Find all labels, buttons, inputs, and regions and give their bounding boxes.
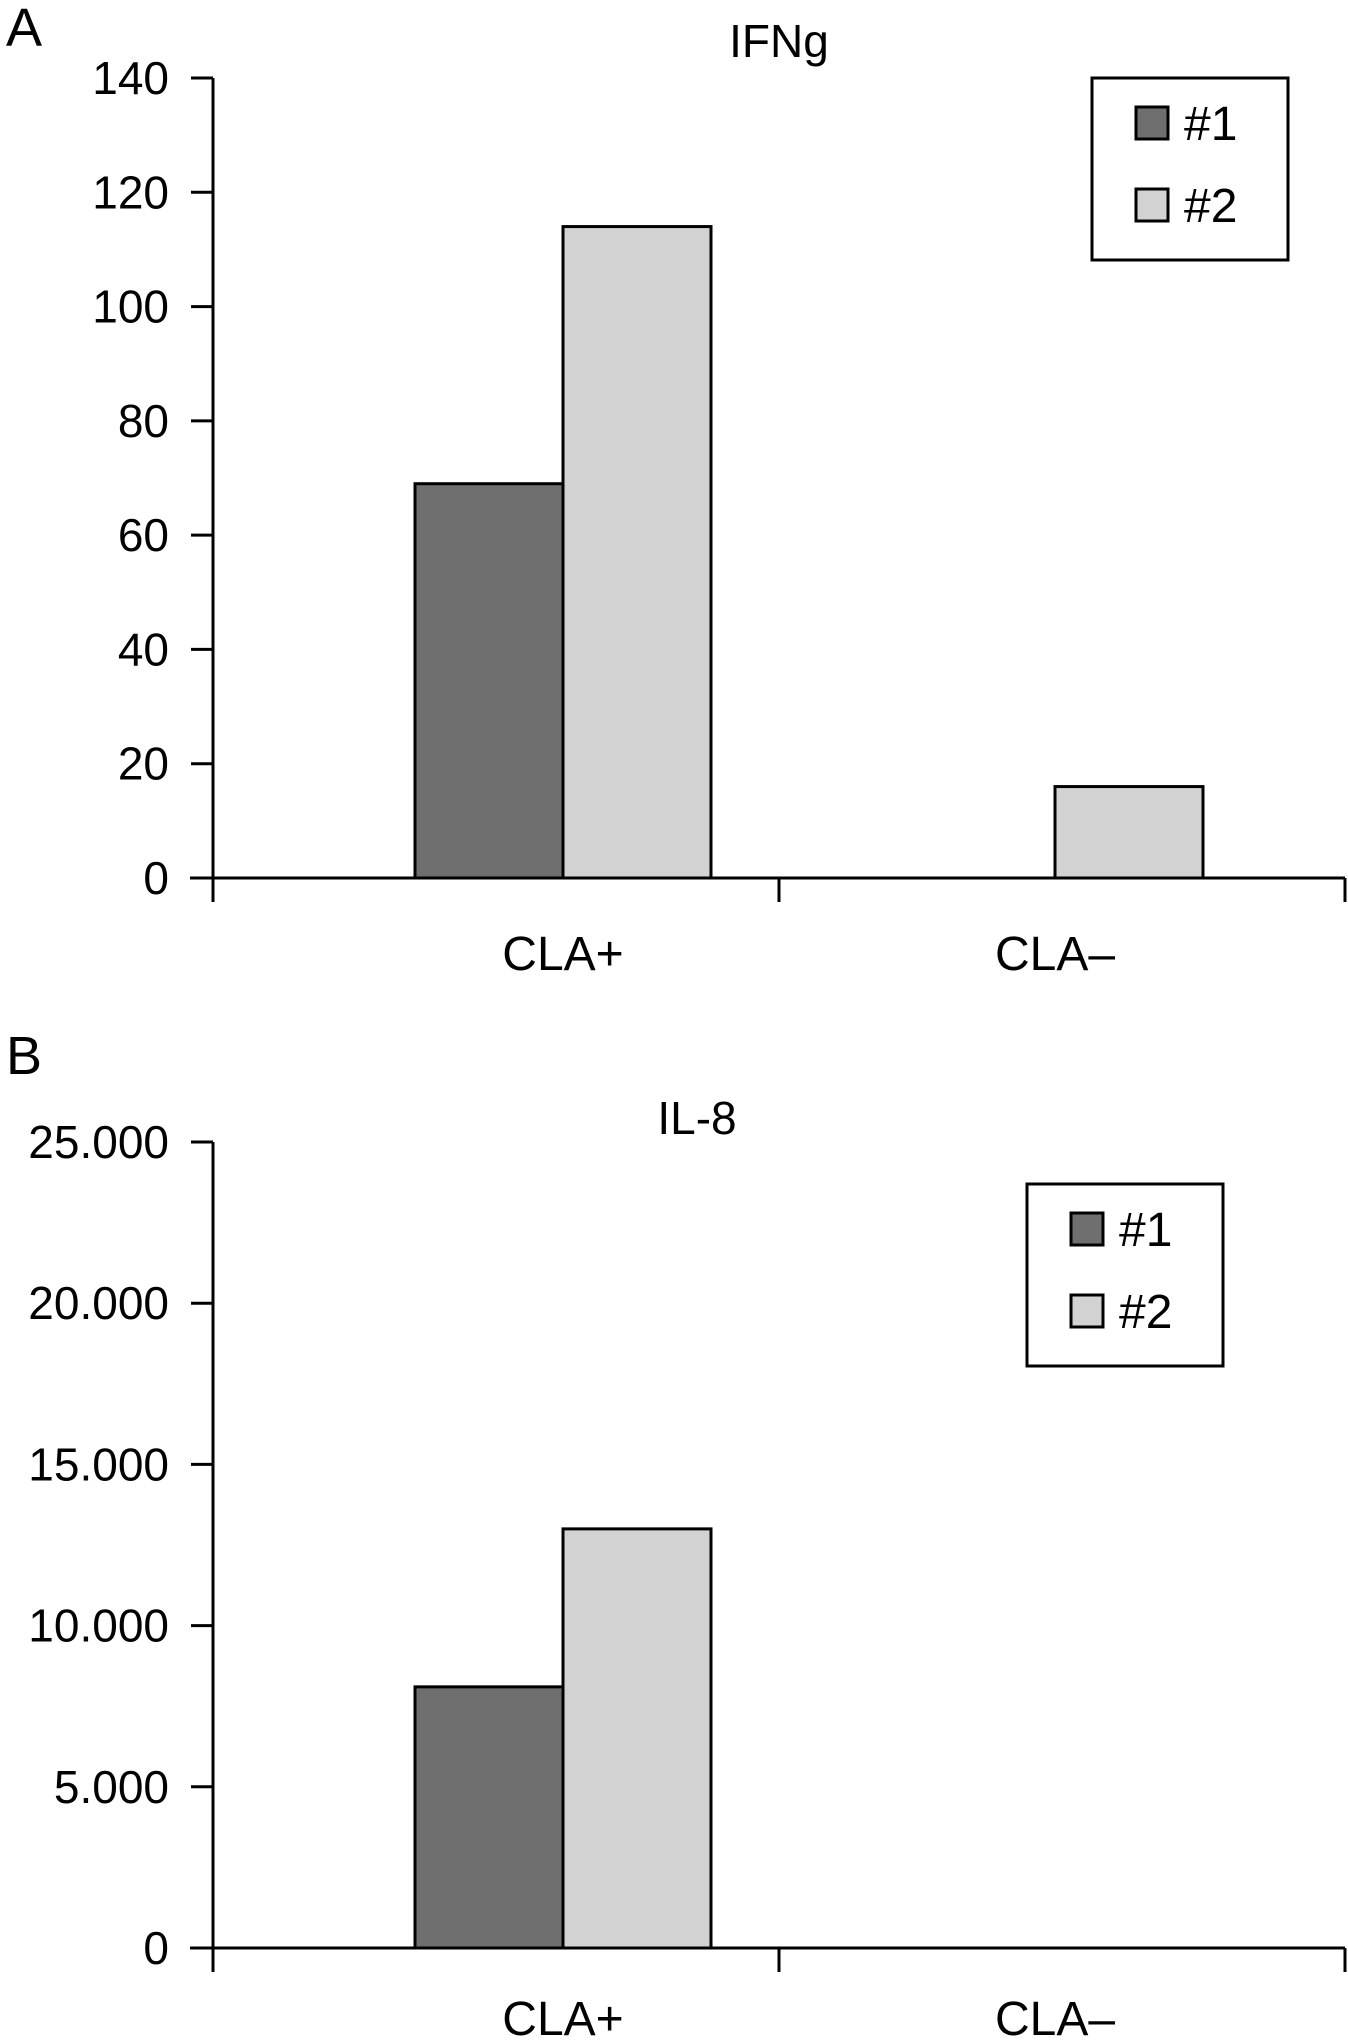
legend-b: #1 #2: [1025, 1182, 1225, 1368]
chart-title-a: IFNg: [729, 15, 829, 67]
bar-b-cla-plus-series-2: [561, 1527, 713, 1950]
y-axis-ticks-a: 0 20 40 60 80 100 120 140: [92, 52, 213, 904]
bars-a: [413, 225, 1205, 880]
bar-a-cla-plus-series-1: [413, 482, 565, 880]
chart-title-b: IL-8: [657, 1092, 736, 1144]
y-tick-label-a-7: 140: [92, 52, 169, 104]
bars-b: [413, 1527, 713, 1950]
panel-a: A IFNg 0 20 40 60 80 100 120 140 CLA+ CLA– #1 #…: [6, 0, 1347, 981]
y-axis-ticks-b: 0 5.000 10.000 15.000 20.000 25.000: [28, 1116, 213, 1974]
y-tick-label-a-3: 60: [118, 509, 169, 561]
bar-a-cla-minus-series-2: [1053, 785, 1205, 880]
legend-swatch-b-1: [1069, 1211, 1105, 1247]
legend-label-a-2: #2: [1184, 180, 1237, 233]
y-tick-label-b-4: 20.000: [28, 1277, 169, 1329]
legend-a: #1 #2: [1090, 76, 1290, 262]
legend-label-b-2: #2: [1119, 1286, 1172, 1339]
legend-swatch-a-2: [1134, 187, 1170, 223]
legend-box-b: [1025, 1182, 1225, 1368]
panel-letter-b: B: [6, 1026, 42, 1086]
legend-label-a-1: #1: [1184, 98, 1237, 151]
y-tick-label-a-5: 100: [92, 281, 169, 333]
category-label-a-cla-minus: CLA–: [995, 928, 1115, 981]
y-tick-label-a-0: 0: [143, 852, 169, 904]
category-label-b-cla-minus: CLA–: [995, 1993, 1115, 2041]
y-tick-label-a-4: 80: [118, 395, 169, 447]
y-tick-label-b-0: 0: [143, 1922, 169, 1974]
y-tick-label-a-6: 120: [92, 166, 169, 218]
y-tick-label-b-3: 15.000: [28, 1438, 169, 1490]
y-tick-label-a-2: 40: [118, 623, 169, 675]
y-tick-label-b-1: 5.000: [54, 1761, 169, 1813]
bar-a-cla-plus-series-2: [561, 225, 713, 880]
legend-label-b-1: #1: [1119, 1204, 1172, 1257]
panel-b: B IL-8 0 5.000 10.000 15.000 20.000 25.000 CL…: [6, 1026, 1347, 2041]
y-tick-label-b-5: 25.000: [28, 1116, 169, 1168]
y-tick-label-a-1: 20: [118, 738, 169, 790]
y-tick-label-b-2: 10.000: [28, 1600, 169, 1652]
legend-swatch-b-2: [1069, 1293, 1105, 1329]
category-label-b-cla-plus: CLA+: [502, 1993, 623, 2041]
legend-swatch-a-1: [1134, 105, 1170, 141]
panel-letter-a: A: [6, 0, 42, 58]
legend-box-a: [1090, 76, 1290, 262]
bar-b-cla-plus-series-1: [413, 1685, 565, 1950]
category-label-a-cla-plus: CLA+: [502, 928, 623, 981]
